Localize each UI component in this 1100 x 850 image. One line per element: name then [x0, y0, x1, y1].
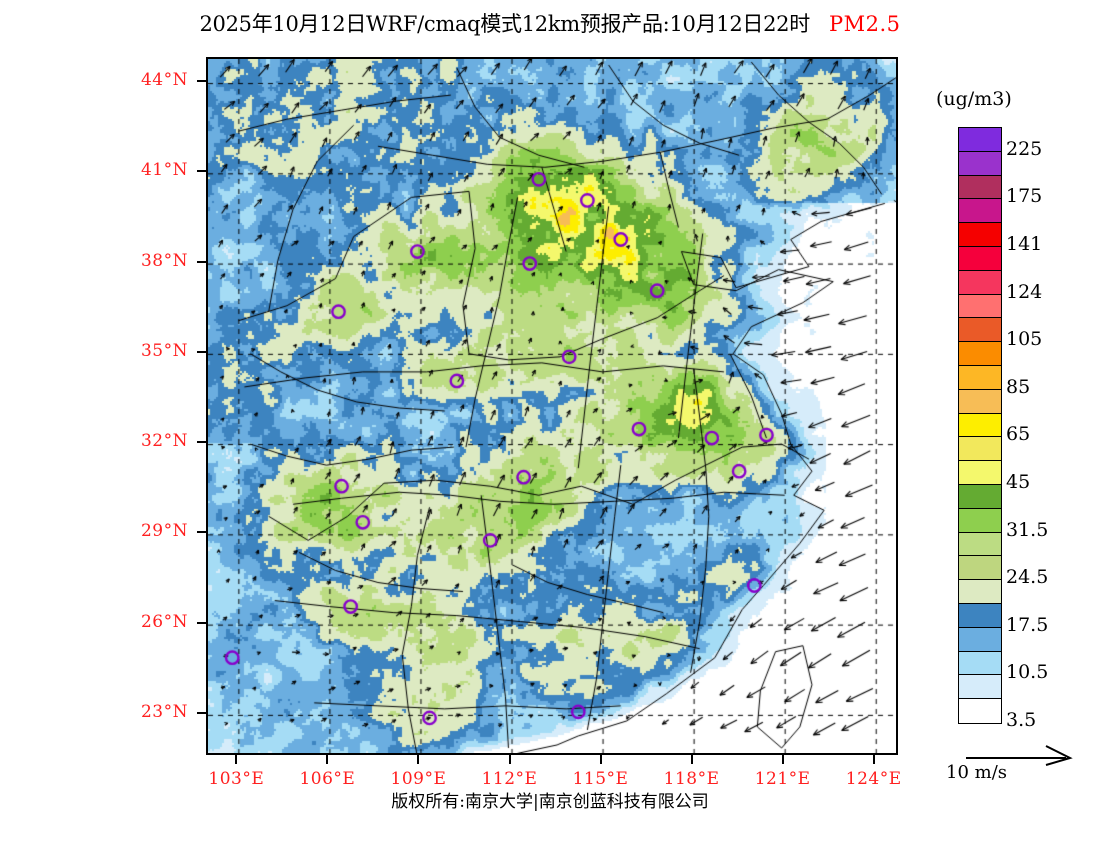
- lon-tick: [417, 755, 420, 764]
- lat-axis-label: 29°N: [140, 521, 188, 542]
- colorbar-tick-label: 175: [1006, 185, 1043, 208]
- colorbar-band: [959, 128, 1001, 152]
- lon-axis-label: 124°E: [845, 769, 902, 789]
- lon-tick: [872, 755, 875, 764]
- lon-axis-label: 121°E: [754, 769, 811, 789]
- lat-tick: [197, 621, 206, 624]
- lat-axis-label: 44°N: [140, 70, 188, 91]
- colorbar-band: [959, 270, 1001, 295]
- colorbar-band: [959, 223, 1001, 247]
- colorbar-band: [959, 627, 1001, 652]
- lat-axis-label: 23°N: [140, 701, 188, 722]
- lat-axis-label: 35°N: [140, 340, 188, 361]
- map-raster-layer: [208, 59, 896, 753]
- colorbar-tick-label: 10.5: [1006, 661, 1049, 684]
- title-species-label: PM2.5: [829, 12, 901, 36]
- colorbar-tick-label: 85: [1006, 375, 1031, 398]
- lon-tick: [781, 755, 784, 764]
- lat-axis-label: 38°N: [140, 250, 188, 271]
- colorbar-band: [959, 556, 1001, 581]
- wind-scale-label: 10 m/s: [946, 762, 1007, 783]
- colorbar-band: [959, 389, 1001, 414]
- colorbar-band: [959, 580, 1001, 604]
- lat-tick: [197, 711, 206, 714]
- lat-tick: [197, 170, 206, 173]
- colorbar-band: [959, 437, 1001, 462]
- lat-axis-label: 41°N: [140, 160, 188, 181]
- colorbar-tick-label: 45: [1006, 471, 1031, 493]
- lon-tick: [235, 755, 238, 764]
- lon-axis-label: 106°E: [299, 769, 356, 789]
- lat-tick: [197, 80, 206, 83]
- colorbar-band: [959, 318, 1001, 343]
- lat-tick: [197, 350, 206, 353]
- colorbar-band: [959, 365, 1001, 390]
- lon-tick: [508, 755, 511, 764]
- lat-axis-label: 32°N: [140, 431, 188, 452]
- colorbar-band: [959, 603, 1001, 628]
- colorbar-band: [959, 413, 1001, 438]
- lat-tick: [197, 531, 206, 534]
- colorbar-tick-label: 124: [1006, 280, 1043, 303]
- lon-tick: [599, 755, 602, 764]
- lat-tick: [197, 441, 206, 444]
- colorbar-tick-label: 24.5: [1006, 566, 1049, 589]
- lon-axis-label: 118°E: [663, 769, 720, 789]
- lat-tick: [197, 260, 206, 263]
- lon-axis-label: 115°E: [572, 769, 629, 789]
- colorbar-band: [959, 175, 1001, 200]
- lat-axis-label: 26°N: [140, 611, 188, 632]
- colorbar-band: [959, 342, 1001, 366]
- colorbar-tick-label: 31.5: [1006, 518, 1049, 541]
- wind-scale-arrow-icon: [966, 745, 1073, 766]
- colorbar-tick-label: 17.5: [1006, 613, 1049, 636]
- colorbar-tick-label: 3.5: [1006, 709, 1037, 731]
- colorbar-tick-label: 225: [1006, 137, 1043, 160]
- colorbar-band: [959, 151, 1001, 176]
- lon-axis-label: 109°E: [390, 769, 447, 789]
- colorbar-band: [959, 484, 1001, 509]
- colorbar-band: [959, 532, 1001, 557]
- colorbar-band: [959, 675, 1001, 700]
- title-main-text: 2025年10月12日WRF/cmaq模式12km预报产品:10月12日22时: [199, 12, 810, 36]
- colorbar-band: [959, 461, 1001, 485]
- lon-tick: [326, 755, 329, 764]
- page-title: 2025年10月12日WRF/cmaq模式12km预报产品:10月12日22时 …: [0, 8, 1100, 38]
- colorbar-tick-label: 65: [1006, 423, 1031, 446]
- colorbar-tick-label: 141: [1006, 233, 1043, 255]
- colorbar-band: [959, 651, 1001, 676]
- colorbar-band: [959, 199, 1001, 224]
- colorbar-units-label: (ug/m3): [936, 88, 1012, 110]
- copyright-footer: 版权所有:南京大学|南京创蓝科技有限公司: [391, 792, 709, 812]
- forecast-map[interactable]: [206, 57, 898, 755]
- colorbar-tick-label: 105: [1006, 328, 1043, 351]
- colorbar[interactable]: [958, 127, 1002, 724]
- lon-tick: [690, 755, 693, 764]
- colorbar-band: [959, 699, 1001, 723]
- lon-axis-label: 103°E: [208, 769, 265, 789]
- lon-axis-label: 112°E: [481, 769, 538, 789]
- colorbar-band: [959, 246, 1001, 271]
- colorbar-band: [959, 294, 1001, 319]
- colorbar-band: [959, 508, 1001, 533]
